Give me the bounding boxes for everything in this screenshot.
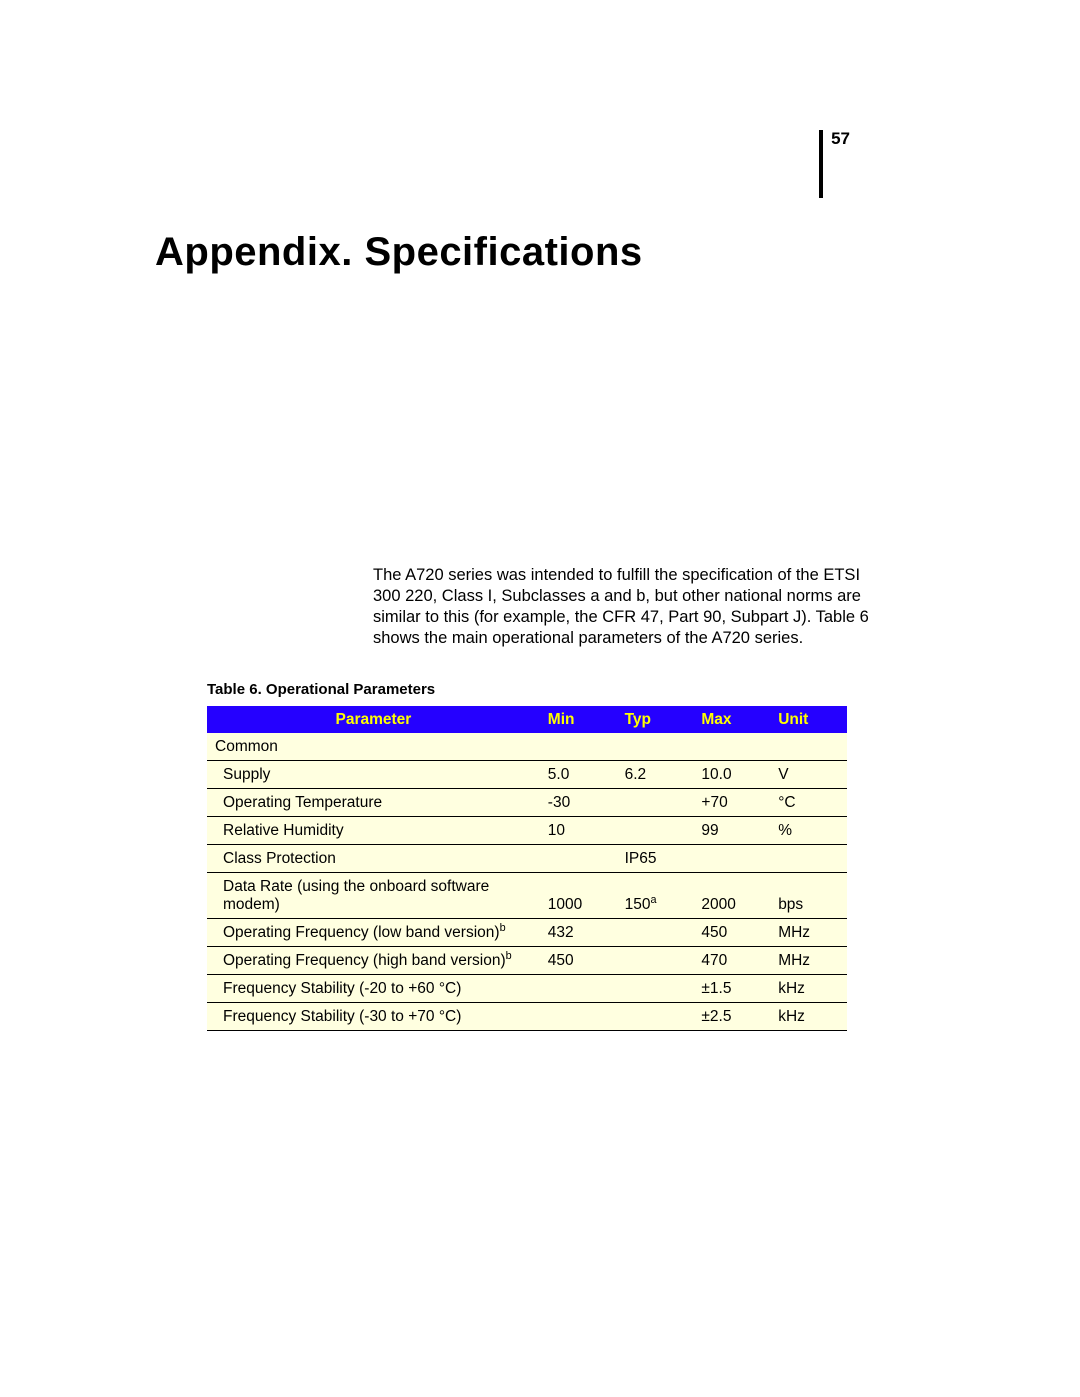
cell-typ bbox=[617, 733, 694, 761]
cell-min: -30 bbox=[540, 789, 617, 817]
cell-parameter: Class Protection bbox=[207, 845, 540, 873]
table-header-row: Parameter Min Typ Max Unit bbox=[207, 706, 847, 733]
cell-max: ±1.5 bbox=[693, 975, 770, 1003]
cell-min: 1000 bbox=[540, 873, 617, 919]
cell-typ bbox=[617, 919, 694, 947]
spec-table: Parameter Min Typ Max Unit CommonSupply5… bbox=[207, 706, 847, 1031]
col-header-max: Max bbox=[693, 706, 770, 733]
col-header-parameter: Parameter bbox=[207, 706, 540, 733]
cell-min bbox=[540, 975, 617, 1003]
cell-max: +70 bbox=[693, 789, 770, 817]
cell-max: 2000 bbox=[693, 873, 770, 919]
cell-typ bbox=[617, 947, 694, 975]
cell-typ: 6.2 bbox=[617, 761, 694, 789]
cell-parameter: Common bbox=[207, 733, 540, 761]
cell-min bbox=[540, 845, 617, 873]
table-row: Operating Frequency (high band version)b… bbox=[207, 947, 847, 975]
document-page: 57 Appendix. Specifications The A720 ser… bbox=[0, 0, 1080, 1397]
cell-typ bbox=[617, 789, 694, 817]
page-number: 57 bbox=[831, 130, 850, 147]
cell-parameter: Supply bbox=[207, 761, 540, 789]
cell-unit: MHz bbox=[770, 919, 847, 947]
cell-max bbox=[693, 733, 770, 761]
cell-min: 432 bbox=[540, 919, 617, 947]
cell-typ: IP65 bbox=[617, 845, 694, 873]
table-caption: Table 6. Operational Parameters bbox=[207, 681, 880, 698]
cell-max: 99 bbox=[693, 817, 770, 845]
table-row: Operating Temperature-30 +70°C bbox=[207, 789, 847, 817]
cell-parameter: Operating Temperature bbox=[207, 789, 540, 817]
cell-max bbox=[693, 845, 770, 873]
cell-min bbox=[540, 1003, 617, 1031]
cell-unit: bps bbox=[770, 873, 847, 919]
spec-table-body: CommonSupply5.06.210.0VOperating Tempera… bbox=[207, 733, 847, 1031]
cell-typ bbox=[617, 1003, 694, 1031]
cell-parameter: Frequency Stability (-30 to +70 °C) bbox=[207, 1003, 540, 1031]
appendix-title: Appendix. Specifications bbox=[155, 230, 880, 275]
cell-typ bbox=[617, 975, 694, 1003]
cell-min: 5.0 bbox=[540, 761, 617, 789]
table-row: Relative Humidity10 99% bbox=[207, 817, 847, 845]
cell-unit: kHz bbox=[770, 975, 847, 1003]
table-row: Common bbox=[207, 733, 847, 761]
table-row: Data Rate (using the onboard software mo… bbox=[207, 873, 847, 919]
cell-min bbox=[540, 733, 617, 761]
cell-unit: kHz bbox=[770, 1003, 847, 1031]
col-header-min: Min bbox=[540, 706, 617, 733]
cell-max: 10.0 bbox=[693, 761, 770, 789]
cell-max: ±2.5 bbox=[693, 1003, 770, 1031]
table-row: Frequency Stability (-20 to +60 °C) ±1.5k… bbox=[207, 975, 847, 1003]
page-number-bar bbox=[819, 130, 823, 198]
col-header-unit: Unit bbox=[770, 706, 847, 733]
cell-unit: MHz bbox=[770, 947, 847, 975]
table-row: Supply5.06.210.0V bbox=[207, 761, 847, 789]
cell-parameter: Operating Frequency (low band version)b bbox=[207, 919, 540, 947]
col-header-typ: Typ bbox=[617, 706, 694, 733]
cell-parameter: Operating Frequency (high band version)b bbox=[207, 947, 540, 975]
cell-typ bbox=[617, 817, 694, 845]
page-number-block: 57 bbox=[819, 130, 850, 198]
cell-unit: V bbox=[770, 761, 847, 789]
cell-parameter: Data Rate (using the onboard software mo… bbox=[207, 873, 540, 919]
table-row: Class Protection IP65 bbox=[207, 845, 847, 873]
cell-min: 450 bbox=[540, 947, 617, 975]
spec-table-wrap: Parameter Min Typ Max Unit CommonSupply5… bbox=[207, 706, 847, 1031]
table-row: Operating Frequency (low band version)b4… bbox=[207, 919, 847, 947]
cell-unit bbox=[770, 733, 847, 761]
cell-min: 10 bbox=[540, 817, 617, 845]
intro-paragraph: The A720 series was intended to fulfill … bbox=[155, 565, 880, 649]
cell-unit: % bbox=[770, 817, 847, 845]
cell-parameter: Relative Humidity bbox=[207, 817, 540, 845]
cell-parameter: Frequency Stability (-20 to +60 °C) bbox=[207, 975, 540, 1003]
cell-typ: 150a bbox=[617, 873, 694, 919]
cell-max: 450 bbox=[693, 919, 770, 947]
table-row: Frequency Stability (-30 to +70 °C) ±2.5k… bbox=[207, 1003, 847, 1031]
cell-unit bbox=[770, 845, 847, 873]
cell-unit: °C bbox=[770, 789, 847, 817]
cell-max: 470 bbox=[693, 947, 770, 975]
